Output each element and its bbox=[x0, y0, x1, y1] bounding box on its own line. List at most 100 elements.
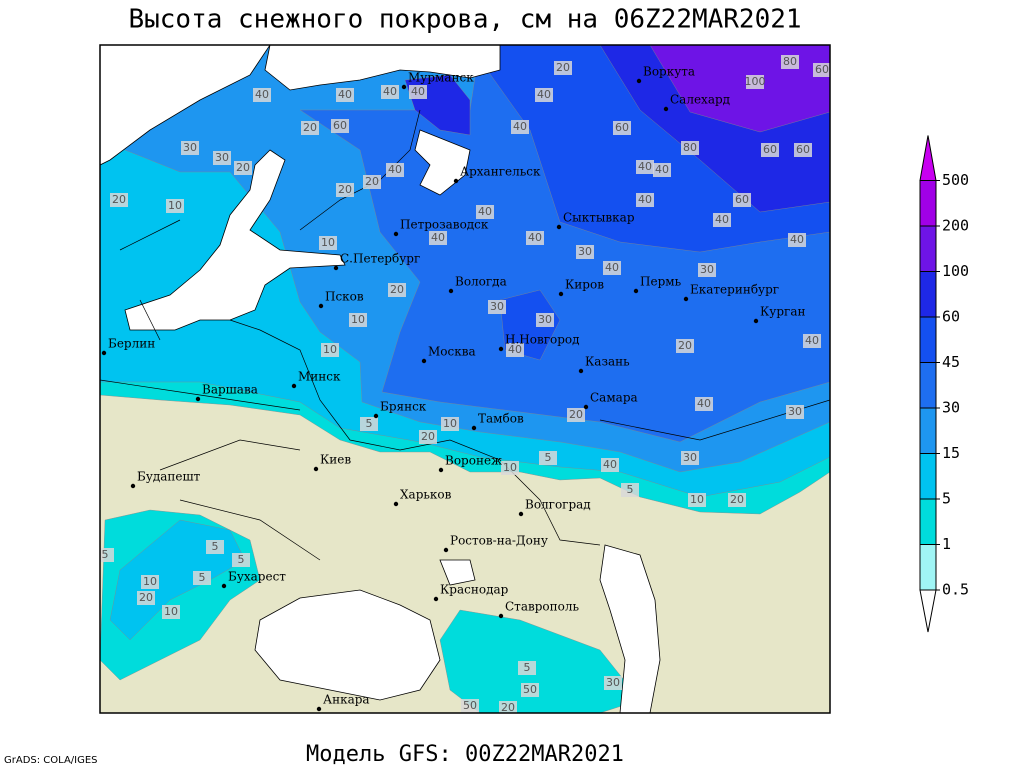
city-dot bbox=[443, 547, 449, 553]
contour-label: 30 bbox=[578, 245, 592, 258]
city-dot bbox=[421, 358, 427, 364]
contour-label-bg bbox=[419, 430, 437, 444]
city-dot bbox=[683, 296, 689, 302]
contour-label-bg bbox=[381, 85, 399, 99]
contour-label: 60 bbox=[735, 193, 749, 206]
city-dot bbox=[316, 706, 322, 712]
contour-label: 10 bbox=[323, 343, 337, 356]
contour-label: 20 bbox=[139, 591, 153, 604]
contour-label: 50 bbox=[523, 683, 537, 696]
contour-label: 10 bbox=[443, 417, 457, 430]
contour-label: 10 bbox=[503, 461, 517, 474]
contour-label-bg bbox=[698, 263, 716, 277]
contour-label-bg bbox=[441, 417, 459, 431]
contour-label: 20 bbox=[730, 493, 744, 506]
contour-label-bg bbox=[713, 213, 731, 227]
city-dot bbox=[453, 178, 459, 184]
city-dot bbox=[498, 613, 504, 619]
contour-label-bg bbox=[336, 183, 354, 197]
city-dot bbox=[291, 383, 297, 389]
city-label: Брянск bbox=[380, 400, 427, 414]
city-label: Пермь bbox=[640, 275, 682, 289]
contour-label: 40 bbox=[638, 193, 652, 206]
contour-label-bg bbox=[567, 408, 585, 422]
contour-label: 60 bbox=[615, 121, 629, 134]
contour-label-bg bbox=[636, 160, 654, 174]
city-dot bbox=[663, 106, 669, 112]
contour-label: 20 bbox=[569, 408, 583, 421]
contour-label-bg bbox=[388, 283, 406, 297]
city-dot bbox=[448, 288, 454, 294]
contour-label-bg bbox=[331, 119, 349, 133]
contour-label-bg bbox=[803, 334, 821, 348]
contour-label-bg bbox=[349, 313, 367, 327]
city-dot bbox=[221, 583, 227, 589]
borders bbox=[100, 109, 830, 561]
contour-label: 40 bbox=[805, 334, 819, 347]
contour-label-bg bbox=[206, 540, 224, 554]
city-dot bbox=[401, 84, 407, 90]
contour-label: 40 bbox=[513, 120, 527, 133]
contour-label: 60 bbox=[763, 143, 777, 156]
city-label: Ростов-на-Дону bbox=[450, 534, 548, 548]
contour-label: 5 bbox=[366, 417, 373, 430]
contour-label: 60 bbox=[815, 63, 829, 76]
colorbar-box bbox=[919, 453, 937, 500]
contour-label-bg bbox=[786, 405, 804, 419]
contour-label-bg bbox=[636, 193, 654, 207]
city-dot bbox=[518, 511, 524, 517]
contour-label: 10 bbox=[143, 575, 157, 588]
city-dot bbox=[313, 466, 319, 472]
city-label: Тамбов bbox=[478, 412, 524, 426]
colorbar-label: 1 bbox=[942, 535, 951, 553]
city-label: Варшава bbox=[202, 383, 258, 397]
contour-label: 20 bbox=[338, 183, 352, 196]
contour-label: 40 bbox=[431, 231, 445, 244]
contour-label-bg bbox=[688, 493, 706, 507]
contour-label-bg bbox=[193, 571, 211, 585]
city-label: С.Петербург bbox=[340, 252, 420, 266]
colorbar-box bbox=[919, 225, 937, 272]
contour-label: 20 bbox=[303, 121, 317, 134]
credit: GrADS: COLA/IGES bbox=[4, 755, 98, 766]
contour-label-bg bbox=[336, 88, 354, 102]
contour-label: 40 bbox=[605, 261, 619, 274]
contour-label-bg bbox=[733, 193, 751, 207]
city-label: Н.Новгород bbox=[505, 333, 580, 347]
contour-label: 40 bbox=[790, 233, 804, 246]
city-label: Воронеж bbox=[445, 454, 502, 468]
contour-label: 40 bbox=[388, 163, 402, 176]
contour-label: 20 bbox=[556, 61, 570, 74]
map-frame bbox=[99, 44, 831, 714]
contour-label: 100 bbox=[745, 75, 766, 88]
city-label: Минск bbox=[298, 370, 341, 384]
contour-label: 20 bbox=[236, 161, 250, 174]
contour-label: 60 bbox=[333, 119, 347, 132]
city-dot bbox=[578, 368, 584, 374]
colorbar-label: 200 bbox=[942, 217, 969, 235]
colorbar-label: 0.5 bbox=[942, 581, 969, 599]
contour-label: 5 bbox=[545, 451, 552, 464]
colorbar-box bbox=[919, 316, 937, 363]
contour-label: 40 bbox=[715, 213, 729, 226]
contour-label-bg bbox=[788, 233, 806, 247]
contour-label-bg bbox=[488, 300, 506, 314]
colorbar-box bbox=[919, 362, 937, 409]
city-label: Воркута bbox=[643, 65, 695, 79]
contour-label-bg bbox=[676, 339, 694, 353]
contour-label-bg bbox=[301, 121, 319, 135]
contour-label-bg bbox=[603, 261, 621, 275]
contour-label-bg bbox=[613, 121, 631, 135]
contour-label: 5 bbox=[627, 483, 634, 496]
contour-label-bg bbox=[539, 451, 557, 465]
contour-label: 20 bbox=[421, 430, 435, 443]
map-title: Высота снежного покрова, см на 06Z22MAR2… bbox=[128, 5, 801, 35]
contour-label-bg bbox=[110, 193, 128, 207]
contour-label-bg bbox=[253, 88, 271, 102]
contour-label: 10 bbox=[168, 199, 182, 212]
contour-label-bg bbox=[162, 605, 180, 619]
contour-label-bg bbox=[360, 417, 378, 431]
contour-label: 30 bbox=[606, 676, 620, 689]
